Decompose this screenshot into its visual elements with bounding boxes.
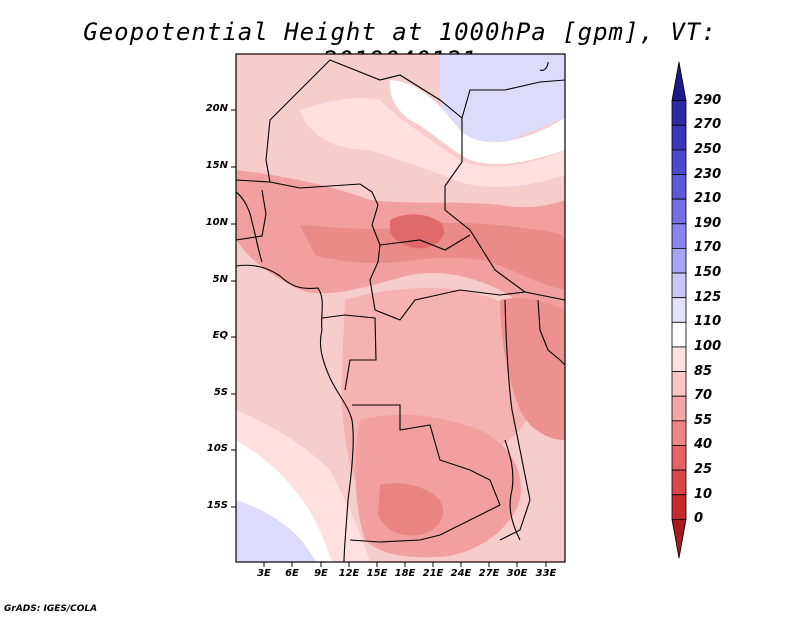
colorbar-level-label: 10: [694, 486, 713, 502]
colorbar-segment: [671, 248, 687, 274]
colorbar-segment: [671, 198, 687, 225]
border-line-j: [499, 299, 531, 541]
colorbar-level-label: 170: [694, 240, 722, 256]
colorbar-segment: [671, 149, 687, 175]
colorbar-segment: [671, 174, 687, 200]
coastline-east: [539, 61, 549, 71]
colorbar-level-label: 230: [694, 166, 722, 182]
band-north-white: [389, 80, 565, 165]
coastline-gulf: [236, 191, 263, 263]
lon-tick-label: 27E: [478, 568, 500, 579]
band-angola-dark: [378, 483, 444, 536]
colorbar-segment: [671, 100, 687, 126]
lon-tick-label: 9E: [314, 568, 328, 579]
colorbar-segment: [671, 371, 687, 397]
lat-tick-label: 5N: [212, 274, 228, 285]
grads-credit: GrADS: IGES/COLA: [4, 604, 98, 614]
colorbar-segment: [671, 469, 687, 496]
colorbar-level-label: 125: [694, 289, 722, 305]
colorbar-segment: [671, 61, 687, 102]
colorbar-level-label: 270: [694, 117, 722, 133]
colorbar-level-label: 290: [694, 92, 722, 108]
border-line-f: [374, 289, 526, 321]
border-line-e: [379, 234, 471, 251]
colorbar-level-label: 85: [694, 363, 713, 379]
lon-tick-label: 3E: [257, 568, 271, 579]
coastline-mideast: [504, 439, 521, 541]
border-line-a: [299, 59, 463, 187]
country-borders: [236, 59, 565, 562]
band-sahel-dark: [300, 222, 565, 290]
lat-tick-label: 5S: [213, 387, 228, 398]
coastline-west: [236, 264, 354, 562]
colorbar-segment: [671, 395, 687, 422]
border-line-g: [321, 314, 377, 391]
colorbar-level-label: 70: [694, 388, 713, 404]
lat-tick-label: 10S: [206, 443, 228, 454]
colorbar-segment: [671, 272, 687, 299]
colorbar-level-label: 110: [694, 314, 722, 330]
colorbar-level-label: 0: [694, 511, 704, 527]
band-north-blue: [440, 54, 565, 150]
colorbar-segment: [671, 494, 687, 520]
border-line-i: [349, 504, 501, 543]
colorbar-level-label: 190: [694, 215, 722, 231]
colorbar-level-label: 210: [694, 191, 722, 207]
lat-tick-label: EQ: [212, 330, 228, 341]
colorbar-level-label: 100: [694, 338, 722, 354]
colorbar-level-label: 40: [694, 437, 713, 453]
border-line-m: [461, 79, 565, 119]
lat-tick-label: 10N: [205, 217, 228, 228]
colorbar-segment: [671, 297, 687, 323]
lat-tick-label: 15N: [205, 160, 228, 171]
height-field: [236, 54, 565, 562]
border-line-h: [352, 404, 501, 506]
lon-tick-label: 30E: [506, 568, 528, 579]
lat-tick-label: 20N: [205, 103, 228, 114]
colorbar-segment: [671, 124, 687, 151]
colorbar: [671, 61, 687, 559]
colorbar-segment: [671, 321, 687, 348]
band-chad-core: [390, 214, 445, 249]
lon-tick-label: 12E: [338, 568, 360, 579]
colorbar-segment: [671, 346, 687, 372]
colorbar-segment: [671, 420, 687, 446]
lon-tick-label: 18E: [394, 568, 416, 579]
lon-tick-label: 24E: [450, 568, 472, 579]
map-frame: [235, 53, 566, 563]
border-line-c: [265, 89, 301, 183]
band-ocean-blue: [236, 500, 316, 562]
lon-tick-label: 6E: [285, 568, 299, 579]
colorbar-segment: [671, 223, 687, 249]
colorbar-level-label: 55: [694, 412, 713, 428]
colorbar-level-label: 25: [694, 462, 713, 478]
lon-tick-label: 15E: [366, 568, 388, 579]
colorbar-level-label: 250: [694, 141, 722, 157]
lon-tick-label: 33E: [535, 568, 557, 579]
band-sahara-light: [300, 98, 565, 187]
border-line-k: [537, 299, 565, 366]
axis-ticks: [231, 109, 547, 567]
colorbar-segment: [671, 518, 687, 559]
border-line-b: [236, 179, 381, 311]
lon-tick-label: 21E: [422, 568, 444, 579]
band-east-dark: [500, 298, 565, 440]
lat-tick-label: 15S: [206, 500, 228, 511]
colorbar-segment: [671, 445, 687, 471]
border-line-l: [236, 189, 267, 241]
colorbar-level-label: 150: [694, 265, 722, 281]
border-line-d: [444, 186, 565, 301]
